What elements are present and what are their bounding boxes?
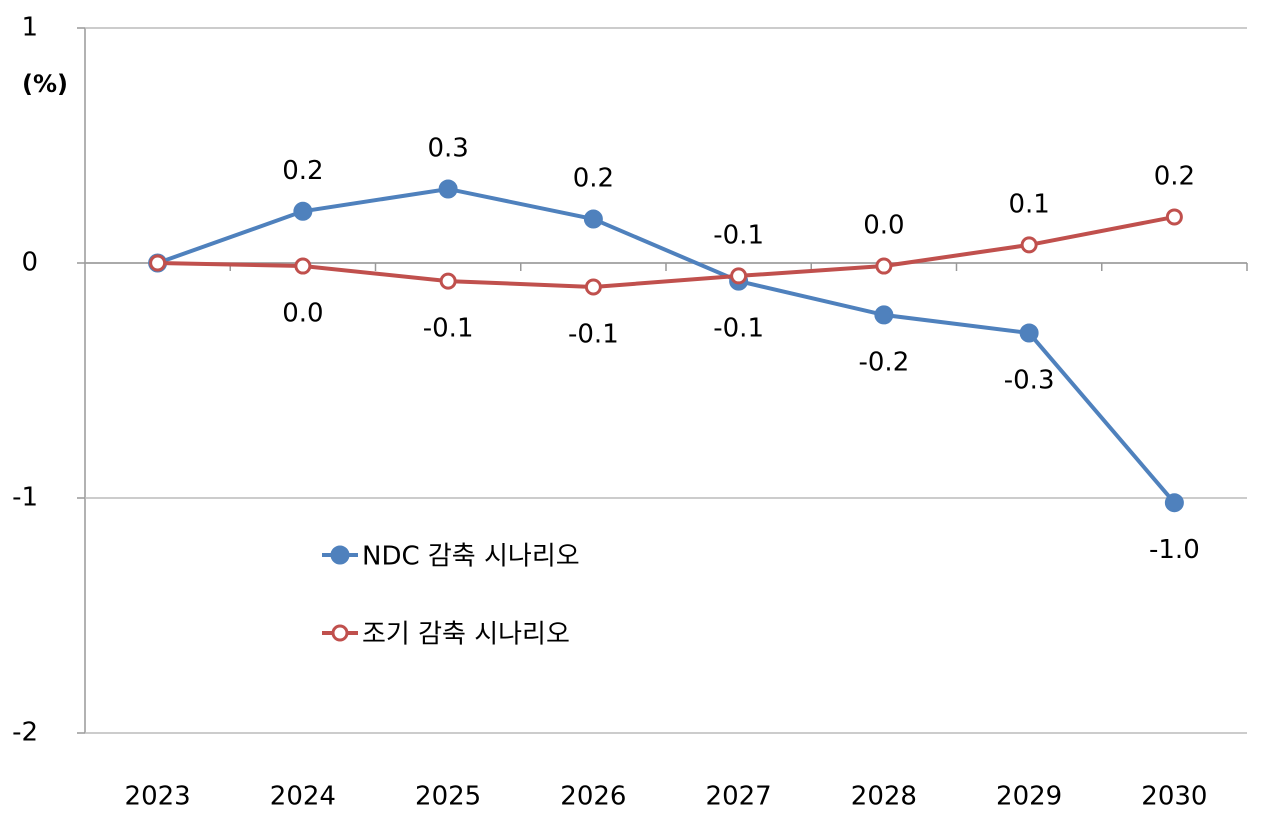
data-label: 0.2 xyxy=(1154,161,1195,191)
legend-label: NDC 감축 시나리오 xyxy=(362,542,580,572)
x-tick-label: 2023 xyxy=(125,782,191,812)
marker xyxy=(1019,323,1039,343)
x-tick-label: 2024 xyxy=(270,782,336,812)
x-tick-label: 2025 xyxy=(415,782,481,812)
legend-marker xyxy=(331,624,349,642)
marker xyxy=(1164,493,1184,513)
x-tick-label: 2028 xyxy=(851,782,917,812)
marker xyxy=(439,272,457,290)
marker xyxy=(149,254,167,272)
data-label: 0.2 xyxy=(573,164,614,194)
series-line xyxy=(157,214,1175,289)
data-label: -0.1 xyxy=(713,220,764,250)
legend-label: 조기 감축 시나리오 xyxy=(362,620,570,650)
series-line xyxy=(156,186,1176,505)
data-label: 0.2 xyxy=(282,156,323,186)
data-label: -1.0 xyxy=(1149,535,1200,565)
data-label: -0.3 xyxy=(1004,366,1055,396)
y-tick-label: 1 xyxy=(21,13,38,43)
marker xyxy=(438,179,458,199)
data-label: -0.1 xyxy=(568,319,619,349)
marker xyxy=(1020,236,1038,254)
data-label: -0.1 xyxy=(423,314,474,344)
x-tick-label: 2029 xyxy=(996,782,1062,812)
marker xyxy=(293,201,313,221)
marker xyxy=(1165,208,1183,226)
marker xyxy=(584,278,602,296)
marker xyxy=(875,257,893,275)
legend-marker xyxy=(330,545,350,565)
marker xyxy=(730,267,748,285)
y-tick-label: -2 xyxy=(12,718,38,748)
y-tick-label: -1 xyxy=(12,483,38,513)
marker xyxy=(874,305,894,325)
data-label: 0.3 xyxy=(427,133,468,163)
x-tick-label: 2030 xyxy=(1141,782,1207,812)
data-label: 0.0 xyxy=(282,299,323,329)
data-label: 0.1 xyxy=(1008,189,1049,219)
marker xyxy=(294,257,312,275)
marker xyxy=(583,209,603,229)
x-tick-label: 2027 xyxy=(706,782,772,812)
y-axis-label: (%) xyxy=(22,70,68,98)
y-tick-label: 0 xyxy=(21,248,38,278)
data-label: -0.1 xyxy=(713,314,764,344)
x-tick-label: 2026 xyxy=(560,782,626,812)
data-label: 0.0 xyxy=(863,211,904,241)
data-label: -0.2 xyxy=(859,347,910,377)
